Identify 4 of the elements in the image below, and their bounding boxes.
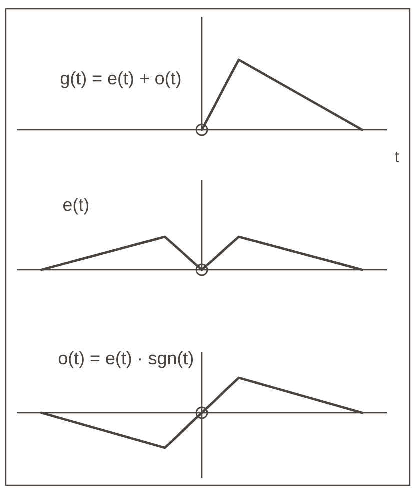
text: g(t) = e(t) + o(t) <box>60 72 181 88</box>
chart-title: o(t) = e(t) · sgn(t) <box>58 352 194 368</box>
chart-title: e(t) <box>64 198 89 215</box>
x-axis-title: t <box>395 152 400 162</box>
